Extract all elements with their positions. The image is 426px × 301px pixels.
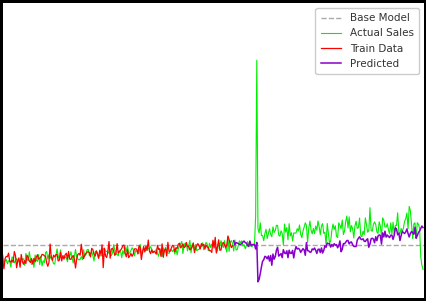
Actual Sales [89, 250, 94, 254]
Train Data [219, 242, 224, 245]
Predicted [360, 237, 365, 240]
Legend: Base Model, Actual Sales, Train Data, Predicted: Base Model, Actual Sales, Train Data, Pr… [315, 8, 418, 74]
Base Model [0, 243, 6, 247]
Train Data [225, 234, 230, 238]
Line: Predicted: Predicted [233, 226, 422, 282]
Line: Actual Sales: Actual Sales [3, 60, 422, 269]
Train Data [211, 246, 216, 250]
Actual Sales [420, 268, 425, 271]
Actual Sales [115, 254, 121, 258]
Predicted [255, 280, 260, 284]
Actual Sales [170, 250, 175, 253]
Actual Sales [361, 233, 366, 237]
Train Data [15, 259, 20, 262]
Actual Sales [167, 249, 173, 253]
Actual Sales [253, 58, 259, 62]
Train Data [230, 244, 235, 247]
Predicted [230, 239, 236, 243]
Train Data [63, 253, 68, 257]
Actual Sales [401, 219, 406, 223]
Predicted [420, 226, 425, 229]
Base Model [1, 243, 6, 247]
Predicted [378, 242, 383, 246]
Predicted [253, 247, 258, 251]
Predicted [236, 242, 242, 246]
Predicted [249, 243, 254, 247]
Train Data [44, 261, 49, 265]
Train Data [0, 258, 6, 262]
Line: Train Data: Train Data [3, 236, 232, 269]
Predicted [301, 248, 306, 252]
Train Data [11, 260, 16, 264]
Train Data [1, 267, 6, 271]
Predicted [418, 224, 423, 228]
Actual Sales [0, 253, 6, 257]
